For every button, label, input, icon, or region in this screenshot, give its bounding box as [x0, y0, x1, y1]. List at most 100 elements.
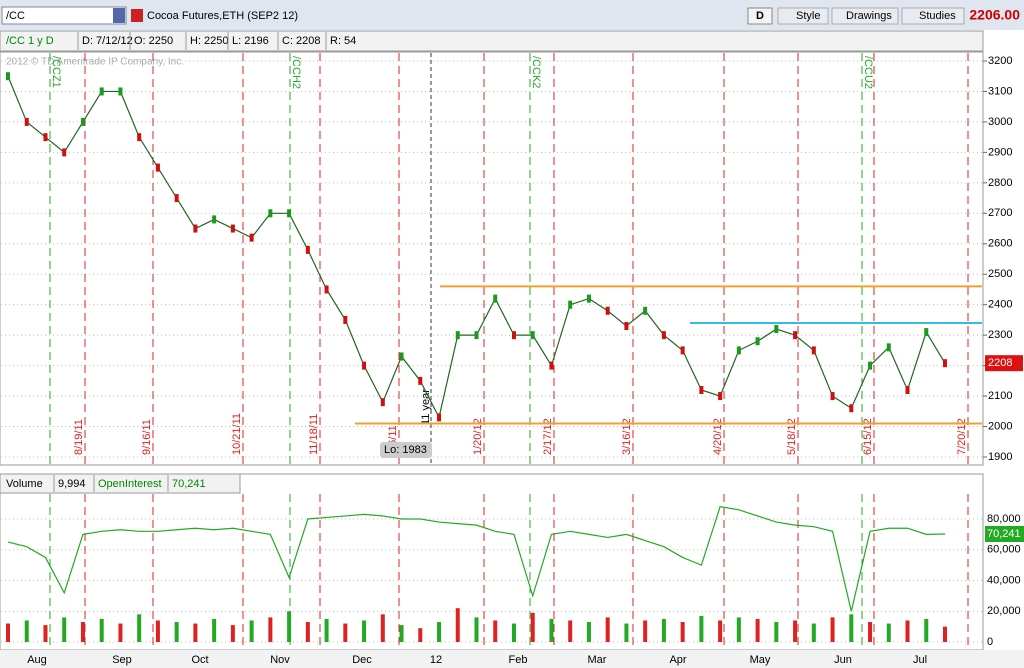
y-tick-label: 1900 — [988, 451, 1012, 463]
price-point — [605, 306, 610, 315]
y-tick-label: 2700 — [988, 207, 1012, 219]
price-point — [418, 376, 423, 385]
price-point — [249, 233, 254, 242]
x-tick-label: Feb — [509, 654, 528, 666]
volume-bar — [943, 626, 947, 642]
price-point — [99, 87, 104, 96]
volume-bar — [343, 623, 348, 642]
price-point — [155, 163, 160, 172]
expiry-label: 5/18/12 — [786, 418, 798, 455]
expiry-label: 9/16/11 — [141, 419, 153, 455]
button-studies[interactable] — [901, 7, 965, 25]
volume-bar — [455, 608, 460, 642]
y-tick-label: 20,000 — [987, 605, 1021, 617]
y-tick-label: 80,000 — [987, 513, 1021, 525]
y-tick-label: 3000 — [988, 116, 1012, 128]
button-label: Drawings — [846, 10, 892, 22]
volume-bar — [268, 617, 273, 642]
time-axis — [0, 650, 1024, 668]
price-point — [755, 337, 760, 346]
price-point — [830, 392, 835, 401]
volume-bar — [905, 620, 910, 642]
price-point — [905, 385, 910, 394]
price-point — [886, 343, 891, 352]
volume-bar — [474, 617, 479, 642]
price-point — [193, 224, 198, 233]
header-field: C: 2208 — [282, 35, 321, 47]
x-tick-label: Apr — [669, 654, 686, 666]
price-point — [118, 87, 123, 96]
lower-field: OpenInterest — [98, 478, 162, 490]
lower-panel — [0, 473, 984, 651]
volume-bar — [849, 614, 854, 642]
symbol-box[interactable] — [1, 6, 127, 25]
symbol-dropdown[interactable] — [113, 8, 125, 23]
lower-field: Volume — [6, 478, 43, 490]
volume-bar — [437, 622, 442, 642]
volume-bar — [305, 622, 310, 642]
volume-bar — [380, 614, 385, 642]
price-point — [493, 294, 498, 303]
price-point — [549, 361, 554, 370]
header-field: D: 7/12/12 — [82, 35, 133, 47]
button-label: Studies — [919, 10, 956, 22]
header-field: H: 2250 — [190, 35, 229, 47]
x-tick-label: Dec — [352, 654, 372, 666]
price-point — [624, 322, 629, 331]
price-point — [736, 346, 741, 355]
header-field: L: 2196 — [232, 35, 269, 47]
current-price-box — [985, 355, 1023, 372]
volume-bar — [511, 623, 516, 642]
header-field: R: 54 — [330, 35, 356, 47]
contract-label: /CCK2 — [530, 56, 542, 88]
price-point — [62, 148, 67, 157]
volume-bar — [718, 620, 723, 642]
price-point — [43, 133, 48, 142]
volume-bar — [793, 620, 798, 642]
x-tick-label: Jun — [834, 654, 852, 666]
expiry-label: 11/18/11 — [308, 414, 320, 455]
oi-label-box — [985, 526, 1024, 543]
volume-bar — [99, 618, 104, 642]
volume-bar — [193, 623, 198, 642]
header-bar — [0, 30, 984, 52]
volume-bar — [80, 622, 85, 642]
button-style[interactable] — [777, 7, 829, 25]
x-tick-label: Sep — [112, 654, 132, 666]
volume-bar — [399, 625, 404, 642]
price-point — [586, 294, 591, 303]
price-point — [455, 331, 460, 340]
volume-bar — [886, 623, 891, 642]
y-tick-label: 2300 — [988, 329, 1012, 341]
lower-header — [0, 473, 241, 494]
price-point — [437, 413, 442, 422]
y-tick-label: 2900 — [988, 146, 1012, 158]
price-point — [6, 72, 10, 81]
y-tick-label: 3200 — [988, 55, 1012, 67]
volume-bar — [736, 617, 741, 642]
symbol: /CC — [6, 10, 25, 22]
current-price-label: 2208 — [988, 357, 1012, 369]
x-tick-label: Aug — [27, 654, 47, 666]
lower-field: 70,241 — [172, 478, 206, 490]
volume-bar — [924, 618, 929, 642]
volume-bar — [680, 622, 685, 642]
x-tick-label: Mar — [588, 654, 607, 666]
contract-label: /CCH2 — [290, 56, 302, 89]
button-drawings[interactable] — [831, 7, 899, 25]
expiry-label: 4/20/12 — [712, 418, 724, 455]
price-point — [774, 325, 779, 334]
expiry-label: 10/21/11 — [231, 413, 243, 455]
price-point — [849, 404, 854, 413]
volume-bar — [605, 617, 610, 642]
volume-bar — [418, 628, 423, 642]
header-field: /CC 1 y D — [6, 35, 54, 47]
last-price: 2206.00 — [969, 7, 1020, 23]
volume-bar — [568, 620, 573, 642]
low-label: Lo: 1983 — [384, 444, 427, 456]
price-point — [380, 398, 385, 407]
price-point — [212, 215, 217, 224]
price-point — [230, 224, 235, 233]
button-aggregation[interactable] — [747, 7, 773, 25]
